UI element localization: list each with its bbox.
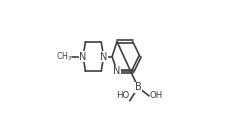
Text: N: N — [113, 66, 121, 77]
Text: HO: HO — [116, 91, 129, 100]
Text: B: B — [135, 82, 142, 93]
Text: OH: OH — [150, 91, 163, 100]
Text: $\mathregular{CH_3}$: $\mathregular{CH_3}$ — [56, 50, 73, 63]
Text: N: N — [100, 52, 107, 62]
Text: N: N — [79, 52, 87, 62]
